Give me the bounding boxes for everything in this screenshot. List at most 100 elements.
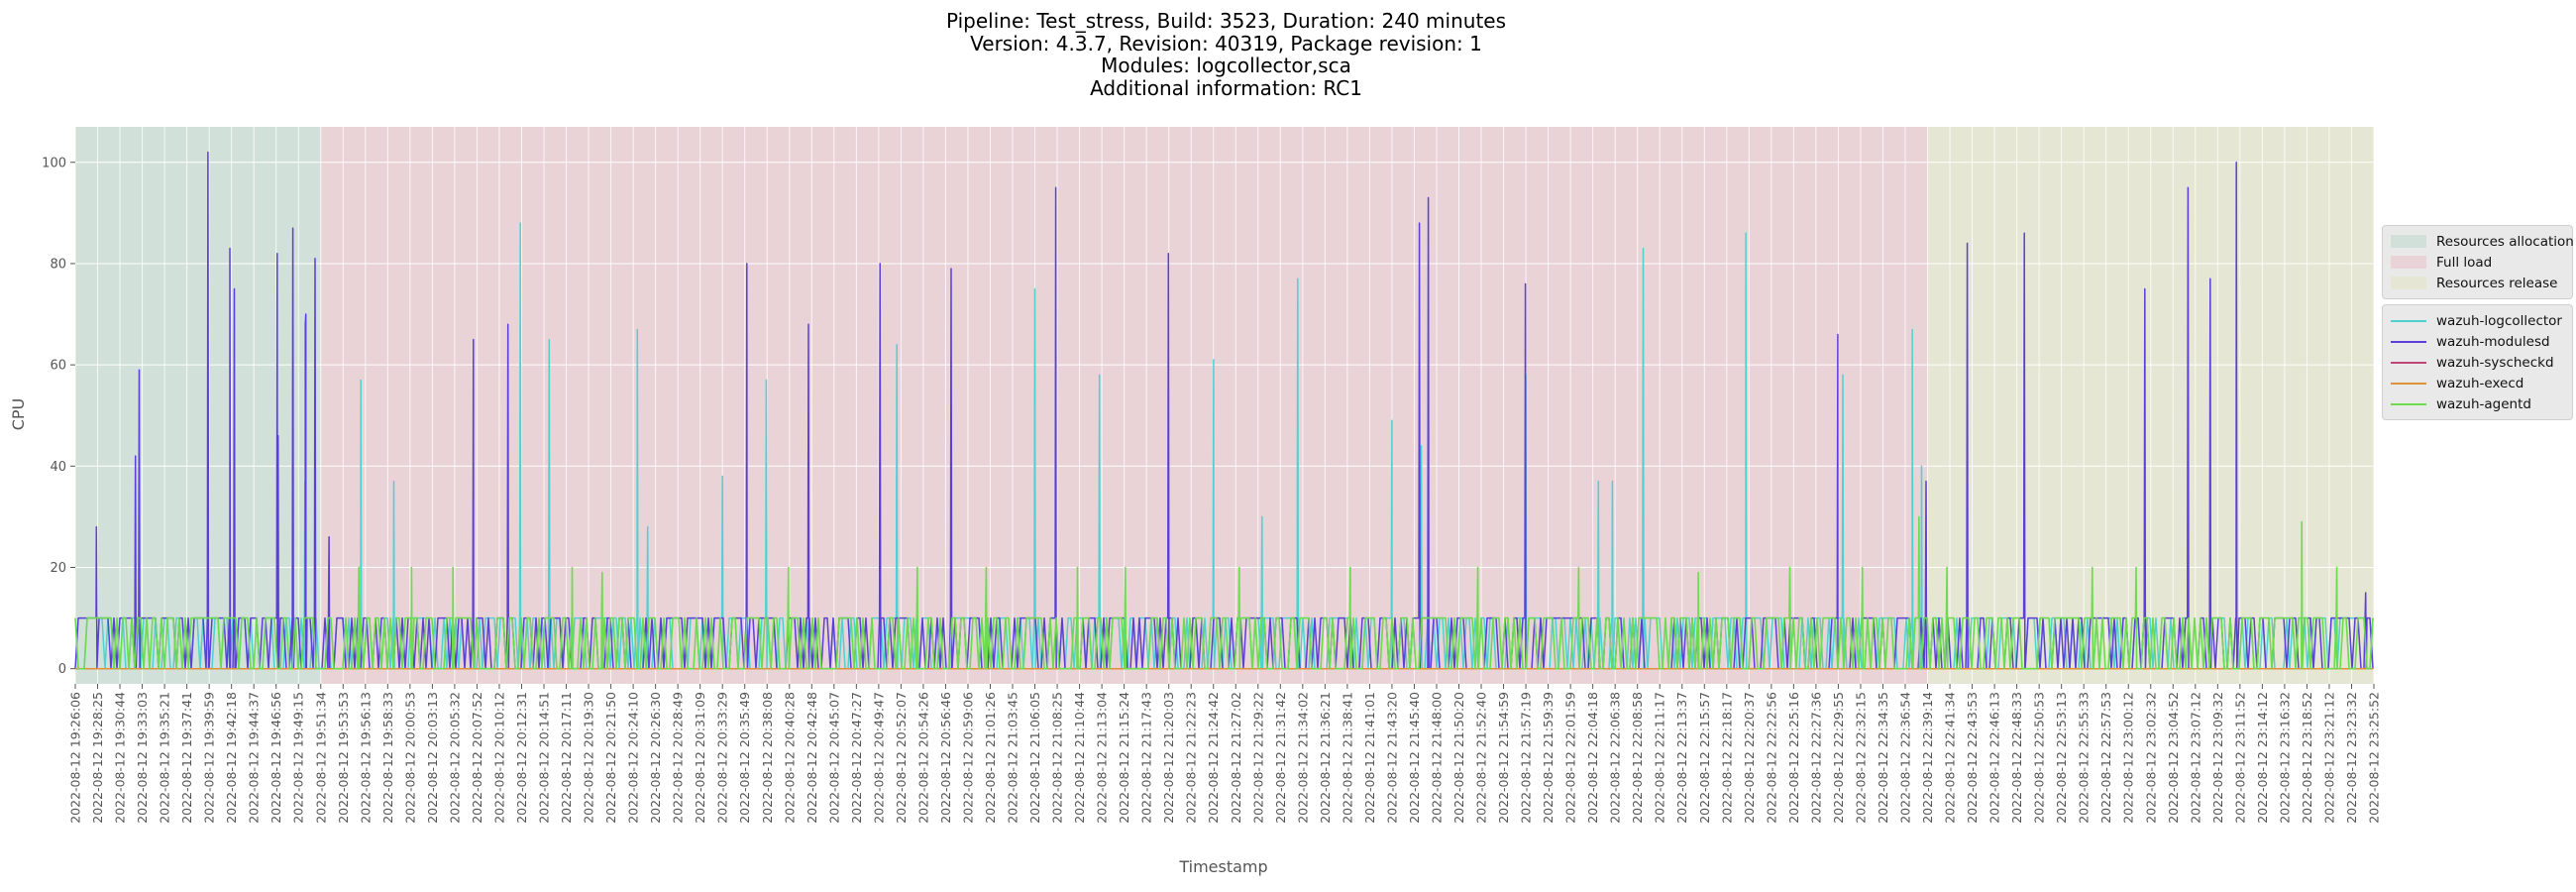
x-tick-label: 2022-08-12 20:17:11: [559, 692, 574, 824]
title-line-version: Version: 4.3.7, Revision: 40319, Package…: [970, 31, 1482, 56]
x-tick-label: 2022-08-12 23:09:32: [2210, 692, 2225, 824]
x-tick-label: 2022-08-12 22:53:13: [2054, 692, 2069, 824]
x-tick-label: 2022-08-12 21:50:20: [1451, 692, 1466, 824]
x-tick-label: 2022-08-12 19:35:21: [158, 692, 172, 824]
x-tick-label: 2022-08-12 20:19:30: [582, 692, 596, 824]
legend-label: wazuh-logcollector: [2436, 312, 2562, 329]
x-tick-label: 2022-08-12 20:49:47: [871, 692, 886, 824]
x-tick-label: 2022-08-12 23:16:32: [2277, 692, 2292, 824]
x-tick-label: 2022-08-12 20:33:29: [715, 692, 730, 824]
x-tick-label: 2022-08-12 20:42:48: [805, 692, 819, 824]
x-tick-label: 2022-08-12 20:47:27: [849, 692, 864, 824]
x-tick-label: 2022-08-12 23:23:32: [2344, 692, 2359, 824]
x-tick-label: 2022-08-12 19:53:53: [336, 692, 351, 824]
x-tick-label: 2022-08-12 21:54:59: [1496, 692, 1511, 824]
series-lines: [74, 151, 2374, 670]
x-tick-label: 2022-08-12 21:29:22: [1250, 692, 1265, 824]
x-tick-label: 2022-08-12 21:13:04: [1095, 692, 1110, 824]
x-tick-label: 2022-08-12 22:06:38: [1608, 692, 1623, 824]
x-tick-label: 2022-08-12 22:50:53: [2032, 692, 2047, 824]
x-tick-label: 2022-08-12 22:32:15: [1853, 692, 1868, 824]
x-tick-label: 2022-08-12 22:39:14: [1920, 692, 1935, 824]
x-tick-label: 2022-08-12 23:25:52: [2367, 692, 2382, 824]
x-tick-label: 2022-08-12 21:22:23: [1184, 692, 1199, 824]
x-tick-label: 2022-08-12 23:14:12: [2255, 692, 2270, 824]
x-tick-label: 2022-08-12 20:28:49: [671, 692, 686, 824]
y-axis-label: CPU: [9, 398, 28, 431]
x-tick-label: 2022-08-12 22:20:37: [1742, 692, 1757, 824]
legend-item-resources-release: Resources release: [2391, 273, 2564, 293]
x-tick-label: 2022-08-12 20:14:51: [537, 692, 552, 824]
x-tick-label: 2022-08-12 21:03:45: [1006, 692, 1020, 824]
x-tick-label: 2022-08-12 21:20:03: [1161, 692, 1176, 824]
x-tick-label: 2022-08-12 22:29:55: [1831, 692, 1846, 824]
legend-item-wazuh-syscheckd: wazuh-syscheckd: [2391, 352, 2564, 373]
title-line-pipeline: Pipeline: Test_stress, Build: 3523, Dura…: [945, 9, 1507, 33]
x-tick-label: 2022-08-12 21:43:20: [1384, 692, 1399, 824]
x-tick-label: 2022-08-12 21:48:00: [1429, 692, 1444, 824]
legend-patch: [2391, 277, 2426, 289]
x-tick-label: 2022-08-12 20:52:07: [894, 692, 909, 824]
x-tick-label: 2022-08-12 21:10:44: [1072, 692, 1087, 824]
x-tick-label: 2022-08-12 22:41:34: [1943, 692, 1958, 824]
legend-label: wazuh-syscheckd: [2436, 354, 2554, 371]
y-tick-label: 0: [58, 662, 66, 677]
axes: 0 20 40 60 80 100 2022-08-12 19:26:06 2022-08-1…: [42, 156, 2381, 824]
x-tick-label: 2022-08-12 22:36:54: [1897, 692, 1912, 824]
x-tick-label: 2022-08-12 22:22:56: [1764, 692, 1778, 824]
x-tick-label: 2022-08-12 23:18:52: [2300, 692, 2314, 824]
x-tick-label: 2022-08-12 20:21:50: [603, 692, 618, 824]
x-tick-label: 2022-08-12 22:55:33: [2077, 692, 2092, 824]
x-tick-label: 2022-08-12 21:41:01: [1362, 692, 1377, 824]
x-tick-label: 2022-08-12 20:59:06: [960, 692, 975, 824]
x-tick-label: 2022-08-12 21:15:24: [1117, 692, 1131, 824]
title-line-additional: Additional information: RC1: [1090, 75, 1362, 100]
legend-item-wazuh-logcollector: wazuh-logcollector: [2391, 310, 2564, 331]
x-tick-label: 2022-08-12 22:27:36: [1808, 692, 1823, 824]
legend-label: wazuh-execd: [2436, 375, 2524, 391]
x-tick-label: 2022-08-12 21:59:39: [1541, 692, 1556, 824]
x-tick-label: 2022-08-12 19:58:33: [380, 692, 395, 824]
x-tick-label: 2022-08-12 22:43:53: [1965, 692, 1980, 824]
legend-line: [2391, 382, 2426, 385]
x-tick-label: 2022-08-12 23:07:12: [2188, 692, 2202, 824]
legend-line: [2391, 361, 2426, 364]
x-tick-label: 2022-08-12 19:42:18: [224, 692, 239, 824]
x-tick-label: 2022-08-12 21:52:40: [1474, 692, 1489, 824]
legend-item-resources-allocation: Resources allocation: [2391, 231, 2574, 252]
title-line-modules: Modules: logcollector,sca: [1101, 54, 1351, 77]
x-tick-label: 2022-08-12 19:46:56: [268, 692, 283, 824]
x-tick-label: 2022-08-12 19:49:15: [291, 692, 306, 824]
x-tick-label: 2022-08-12 21:38:41: [1340, 692, 1354, 824]
legend-label: Full load: [2436, 254, 2493, 271]
x-tick-label: 2022-08-12 22:01:59: [1563, 692, 1578, 824]
x-tick-label: 2022-08-12 19:33:03: [135, 692, 150, 824]
legend-line: [2391, 319, 2426, 322]
legend-line: [2391, 340, 2426, 343]
y-tick-label: 60: [50, 359, 66, 374]
x-tick-label: 2022-08-12 22:48:33: [2009, 692, 2024, 824]
x-tick-label: 2022-08-12 20:40:28: [782, 692, 797, 824]
x-tick-label: 2022-08-12 19:26:06: [68, 692, 83, 824]
x-tick-label: 2022-08-12 22:57:53: [2098, 692, 2113, 824]
x-tick-label: 2022-08-12 22:15:57: [1697, 692, 1712, 824]
y-tick-label: 80: [50, 257, 66, 272]
x-tick-label: 2022-08-12 21:27:02: [1229, 692, 1243, 824]
phase-bands: [75, 127, 2374, 684]
x-tick-label: 2022-08-12 20:07:52: [470, 692, 484, 824]
x-tick-label: 2022-08-12 20:10:12: [491, 692, 506, 824]
phase-band-resources-allocation: [75, 127, 321, 684]
x-tick-label: 2022-08-12 20:35:49: [737, 692, 752, 824]
y-tick-label: 20: [50, 561, 66, 576]
x-tick-label: 2022-08-12 19:51:34: [313, 692, 328, 824]
x-tick-label: 2022-08-12 20:03:13: [425, 692, 440, 824]
x-tick-label: 2022-08-12 21:01:26: [983, 692, 998, 824]
x-tick-label: 2022-08-12 19:39:59: [202, 692, 217, 824]
x-tick-label: 2022-08-12 21:34:02: [1295, 692, 1310, 824]
x-tick-label: 2022-08-12 20:54:26: [915, 692, 930, 824]
series-line-wazuh-agentd: [74, 515, 2374, 670]
legend-label: wazuh-agentd: [2436, 395, 2531, 412]
x-tick-label: 2022-08-12 21:36:21: [1318, 692, 1333, 824]
x-tick-label: 2022-08-12 20:00:53: [402, 692, 417, 824]
